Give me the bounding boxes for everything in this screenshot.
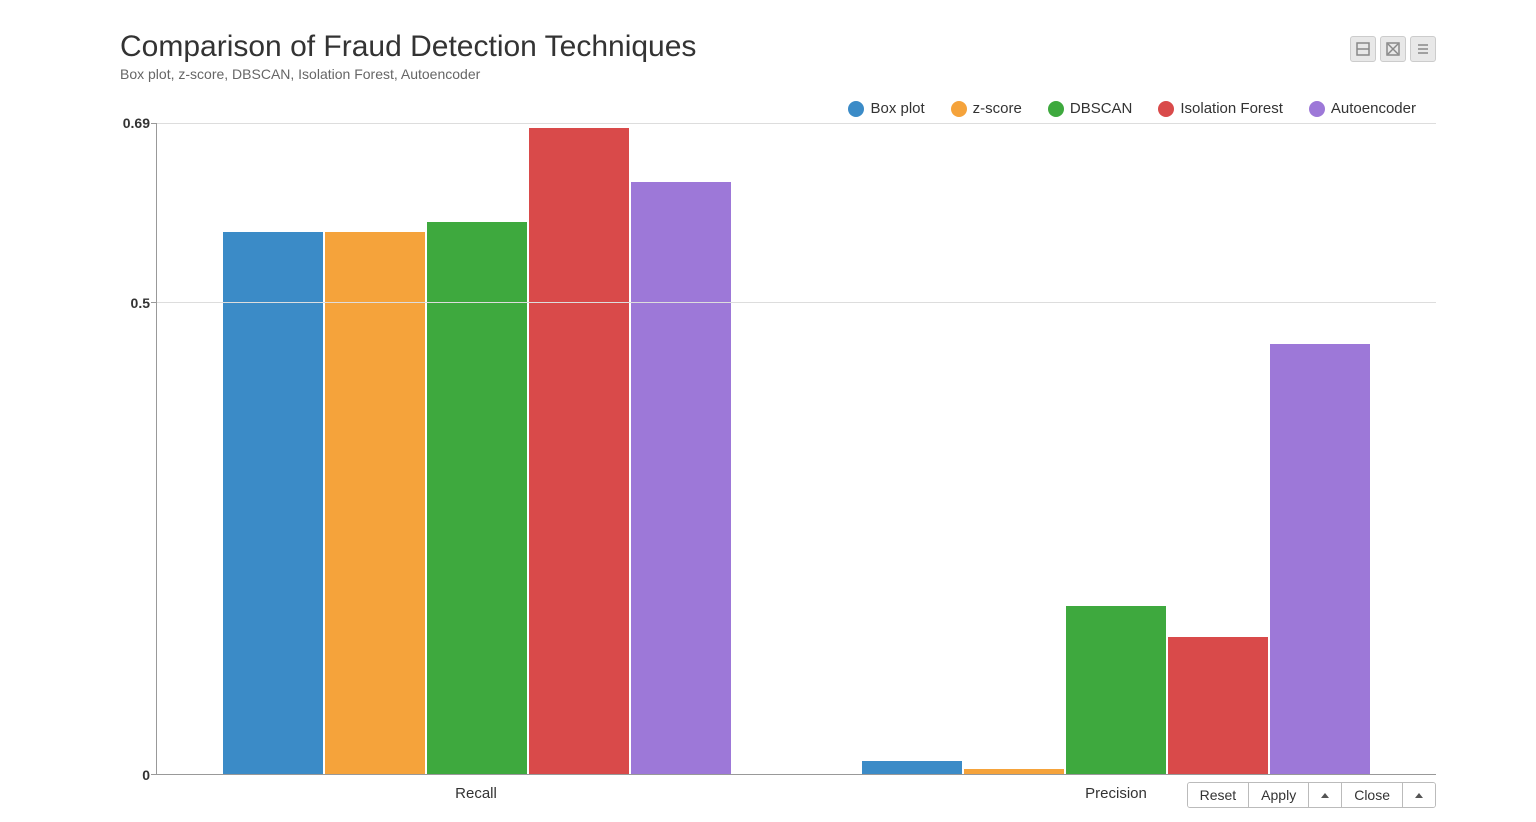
- y-tick-mark: [151, 302, 157, 303]
- caret-up-icon: [1415, 793, 1423, 798]
- chart-title: Comparison of Fraud Detection Techniques: [120, 30, 696, 64]
- bar[interactable]: [862, 761, 962, 774]
- y-tick-label: 0.5: [131, 295, 150, 311]
- apply-button[interactable]: Apply: [1249, 783, 1309, 807]
- bottom-toolbar: Reset Apply Close: [1187, 782, 1436, 808]
- menu-button[interactable]: [1410, 36, 1436, 62]
- bar[interactable]: [1270, 344, 1370, 774]
- legend-item[interactable]: Isolation Forest: [1158, 100, 1283, 117]
- reset-button[interactable]: Reset: [1188, 783, 1250, 807]
- chart-area: 00.50.69: [120, 123, 1436, 775]
- chart-container: Comparison of Fraud Detection Techniques…: [0, 0, 1536, 822]
- legend: Box plot z-score DBSCAN Isolation Forest Aut…: [120, 100, 1436, 117]
- restore-button[interactable]: [1380, 36, 1406, 62]
- plot-area: [156, 123, 1436, 775]
- legend-swatch: [1158, 101, 1174, 117]
- bar[interactable]: [529, 128, 629, 774]
- bar[interactable]: [223, 232, 323, 774]
- bar-group: [157, 123, 797, 774]
- data-view-button[interactable]: [1350, 36, 1376, 62]
- apply-label: Apply: [1261, 787, 1296, 803]
- restore-icon: [1385, 41, 1401, 57]
- caret-up-icon: [1321, 793, 1329, 798]
- menu-icon: [1415, 41, 1431, 57]
- legend-swatch: [848, 101, 864, 117]
- legend-swatch: [1309, 101, 1325, 117]
- bar[interactable]: [325, 232, 425, 774]
- titles: Comparison of Fraud Detection Techniques…: [120, 30, 696, 82]
- bar[interactable]: [427, 222, 527, 774]
- gridline: [157, 123, 1436, 124]
- legend-swatch: [1048, 101, 1064, 117]
- header-row: Comparison of Fraud Detection Techniques…: [120, 30, 1436, 82]
- bar-groups: [157, 123, 1436, 774]
- legend-label: z-score: [973, 100, 1022, 117]
- close-label: Close: [1354, 787, 1390, 803]
- x-axis-label: Recall: [156, 775, 796, 802]
- y-axis: 00.50.69: [120, 123, 156, 775]
- close-dropdown-button[interactable]: [1403, 783, 1435, 807]
- close-button[interactable]: Close: [1342, 783, 1403, 807]
- toolbox: [1350, 36, 1436, 62]
- legend-label: Box plot: [870, 100, 924, 117]
- legend-label: DBSCAN: [1070, 100, 1133, 117]
- y-tick-mark: [151, 774, 157, 775]
- y-tick-label: 0: [142, 767, 150, 783]
- chart-subtitle: Box plot, z-score, DBSCAN, Isolation For…: [120, 66, 696, 82]
- legend-item[interactable]: Box plot: [848, 100, 924, 117]
- bar[interactable]: [631, 182, 731, 775]
- legend-item[interactable]: z-score: [951, 100, 1022, 117]
- y-tick-mark: [151, 123, 157, 124]
- legend-swatch: [951, 101, 967, 117]
- legend-label: Autoencoder: [1331, 100, 1416, 117]
- y-tick-label: 0.69: [123, 115, 150, 131]
- reset-label: Reset: [1200, 787, 1237, 803]
- legend-item[interactable]: Autoencoder: [1309, 100, 1416, 117]
- apply-dropdown-button[interactable]: [1309, 783, 1342, 807]
- bar[interactable]: [1066, 606, 1166, 774]
- bar[interactable]: [964, 769, 1064, 774]
- gridline: [157, 302, 1436, 303]
- bar-group: [797, 123, 1437, 774]
- legend-label: Isolation Forest: [1180, 100, 1283, 117]
- bar[interactable]: [1168, 637, 1268, 774]
- legend-item[interactable]: DBSCAN: [1048, 100, 1133, 117]
- data-view-icon: [1355, 41, 1371, 57]
